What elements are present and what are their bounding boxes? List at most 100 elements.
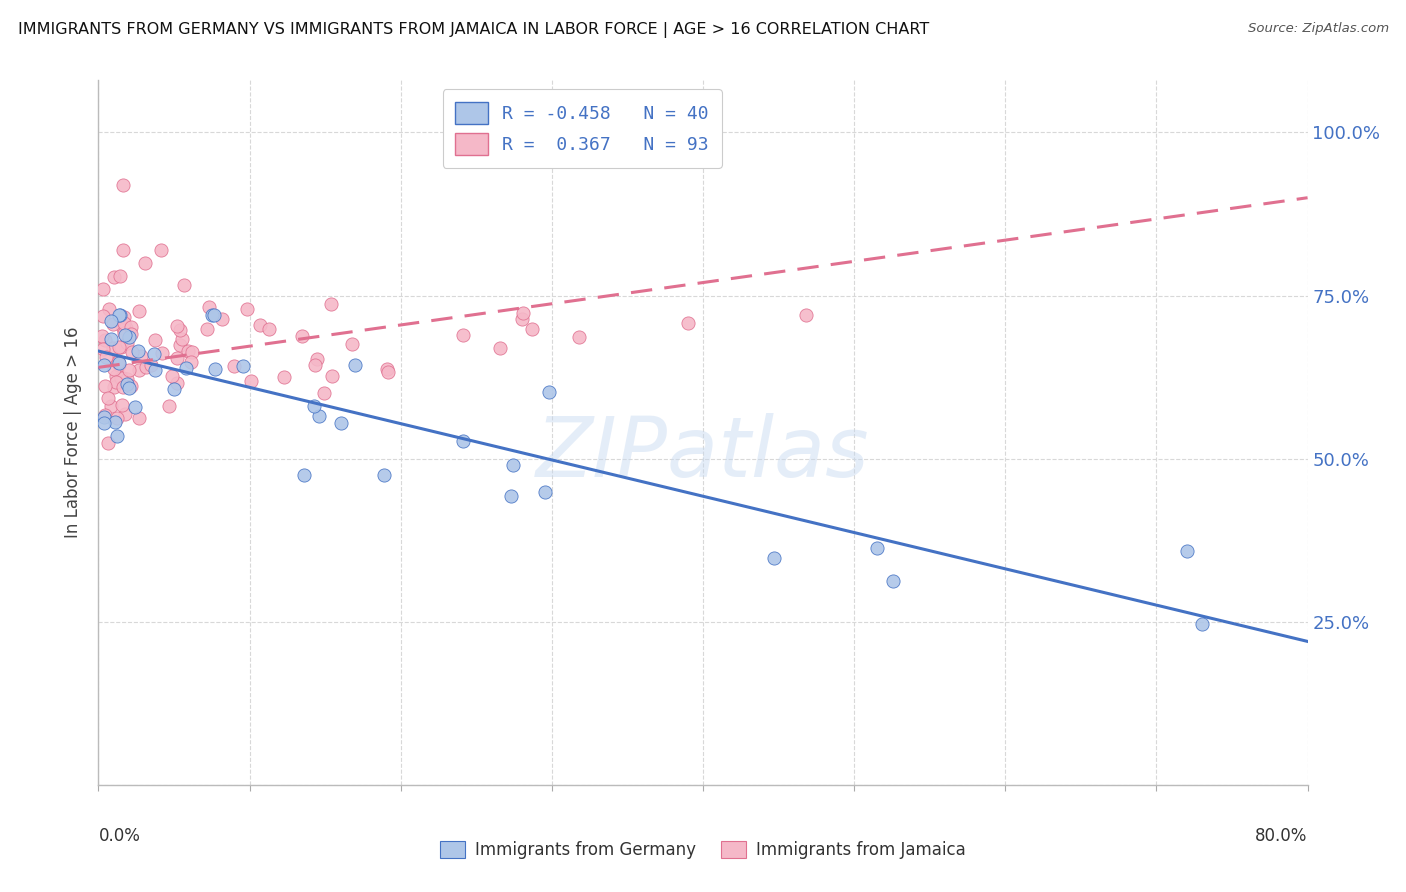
- Point: [104, 415, 127, 429]
- Point: [489, 341, 512, 355]
- Point: [304, 399, 326, 413]
- Point: [111, 398, 134, 412]
- Point: [118, 363, 141, 377]
- Point: [249, 318, 271, 332]
- Point: [377, 365, 399, 379]
- Point: [224, 359, 246, 374]
- Point: [108, 341, 131, 355]
- Legend: Immigrants from Germany, Immigrants from Jamaica: Immigrants from Germany, Immigrants from…: [433, 834, 973, 866]
- Point: [114, 321, 136, 335]
- Point: [232, 359, 254, 373]
- Point: [110, 340, 132, 354]
- Point: [111, 380, 134, 394]
- Point: [211, 312, 233, 326]
- Point: [197, 322, 219, 336]
- Point: [108, 359, 131, 373]
- Point: [124, 400, 146, 414]
- Point: [240, 374, 263, 388]
- Point: [110, 370, 132, 384]
- Point: [94, 379, 117, 393]
- Point: [112, 316, 135, 330]
- Point: [866, 541, 889, 555]
- Point: [107, 354, 129, 368]
- Point: [118, 381, 141, 395]
- Point: [169, 323, 191, 337]
- Point: [101, 317, 124, 331]
- Point: [150, 346, 173, 360]
- Point: [236, 302, 259, 317]
- Point: [100, 332, 122, 346]
- Point: [568, 330, 591, 344]
- Point: [308, 409, 330, 423]
- Point: [128, 411, 150, 425]
- Point: [105, 411, 128, 425]
- Point: [319, 297, 342, 311]
- Point: [93, 358, 115, 372]
- Point: [273, 369, 295, 384]
- Point: [198, 300, 221, 314]
- Text: ZIPatlas: ZIPatlas: [536, 413, 870, 494]
- Point: [882, 574, 904, 588]
- Point: [98, 301, 121, 316]
- Point: [307, 352, 329, 367]
- Point: [128, 363, 150, 377]
- Point: [120, 320, 142, 334]
- Point: [204, 362, 226, 376]
- Point: [112, 371, 135, 385]
- Point: [94, 350, 117, 364]
- Point: [128, 304, 150, 318]
- Point: [112, 326, 135, 341]
- Point: [112, 321, 135, 335]
- Point: [134, 256, 156, 270]
- Text: IMMIGRANTS FROM GERMANY VS IMMIGRANTS FROM JAMAICA IN LABOR FORCE | AGE > 16 COR: IMMIGRANTS FROM GERMANY VS IMMIGRANTS FR…: [18, 22, 929, 38]
- Point: [143, 334, 166, 348]
- Point: [120, 326, 142, 341]
- Point: [115, 372, 138, 386]
- Point: [142, 347, 165, 361]
- Point: [512, 305, 534, 319]
- Point: [100, 314, 122, 328]
- Point: [342, 336, 364, 351]
- Point: [534, 484, 557, 499]
- Text: 80.0%: 80.0%: [1256, 827, 1308, 846]
- Point: [502, 458, 524, 472]
- Point: [112, 310, 135, 325]
- Point: [97, 391, 120, 405]
- Point: [676, 316, 699, 330]
- Point: [108, 356, 131, 370]
- Point: [375, 362, 398, 376]
- Point: [108, 268, 131, 283]
- Point: [91, 282, 114, 296]
- Point: [105, 375, 128, 389]
- Point: [173, 277, 195, 292]
- Point: [166, 376, 188, 390]
- Point: [304, 358, 326, 372]
- Point: [108, 308, 131, 322]
- Point: [112, 178, 135, 192]
- Point: [176, 344, 198, 359]
- Point: [117, 330, 139, 344]
- Point: [329, 416, 352, 430]
- Point: [321, 369, 343, 384]
- Point: [163, 383, 186, 397]
- Point: [344, 359, 367, 373]
- Point: [314, 385, 336, 400]
- Point: [169, 338, 191, 352]
- Point: [108, 308, 131, 322]
- Point: [1191, 617, 1213, 632]
- Text: 0.0%: 0.0%: [98, 827, 141, 846]
- Point: [166, 351, 188, 365]
- Point: [763, 550, 786, 565]
- Point: [451, 434, 474, 449]
- Point: [93, 416, 115, 430]
- Point: [259, 321, 281, 335]
- Point: [166, 319, 188, 334]
- Point: [90, 329, 112, 343]
- Point: [129, 349, 152, 363]
- Point: [149, 243, 172, 257]
- Point: [520, 322, 543, 336]
- Point: [180, 355, 202, 369]
- Point: [115, 376, 138, 391]
- Point: [93, 410, 115, 425]
- Point: [292, 467, 315, 482]
